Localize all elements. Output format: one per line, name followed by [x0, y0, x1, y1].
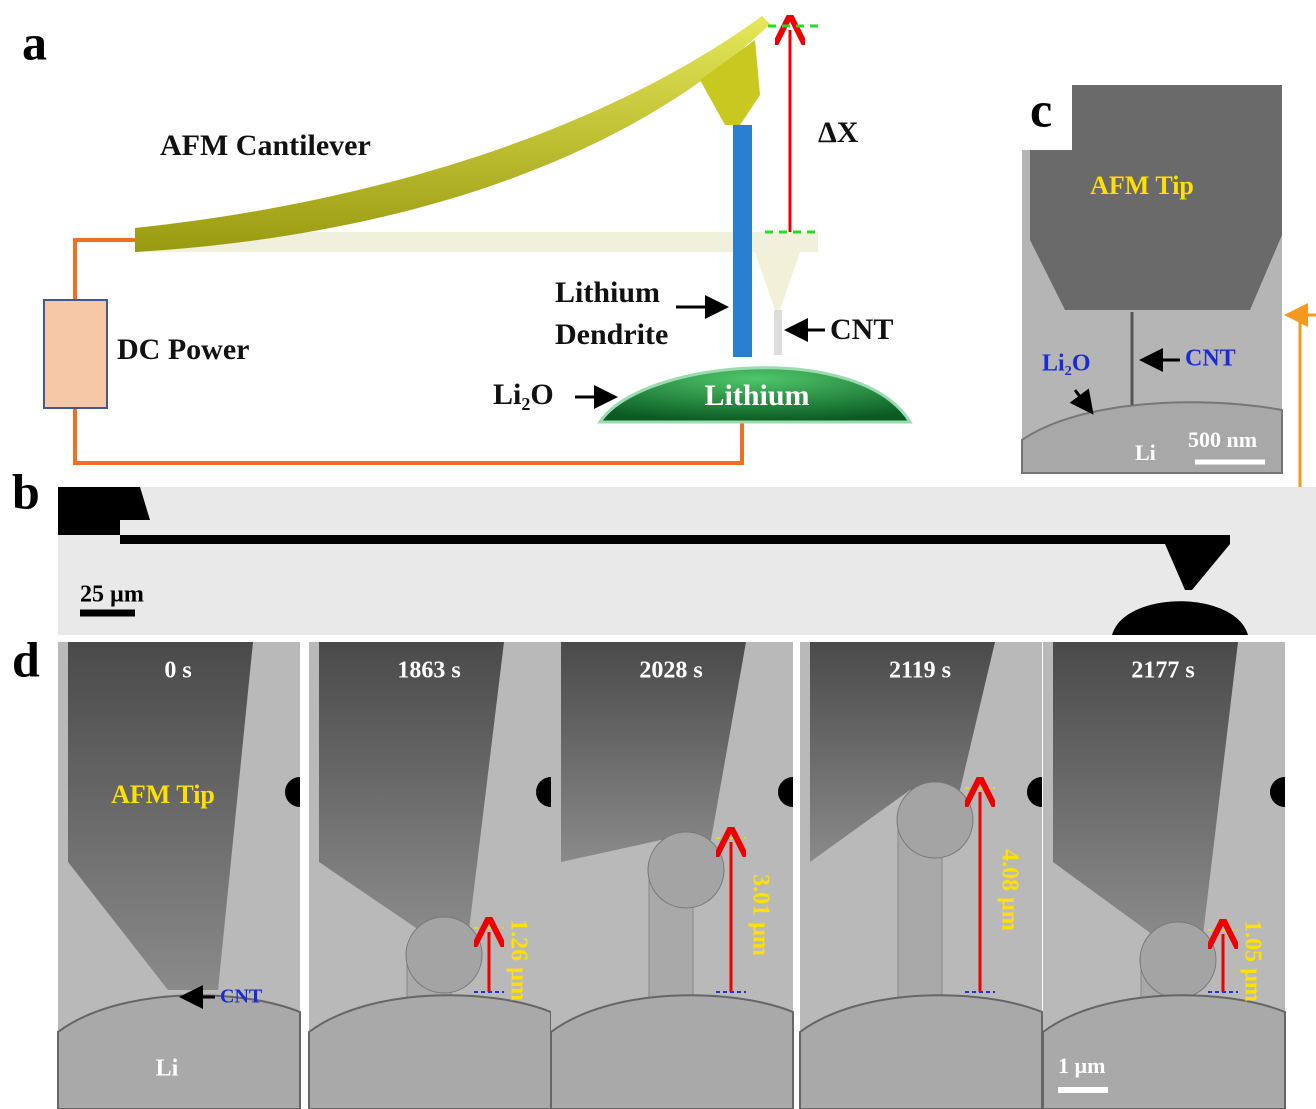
label: AFM Cantilever: [160, 129, 371, 162]
dendrite-head: [648, 832, 724, 908]
cantilever: [120, 535, 1230, 544]
scale-label: 25 µm: [80, 582, 144, 608]
time-label: 2028 s: [639, 658, 702, 684]
label: Dendrite: [555, 318, 668, 351]
time-label: 1863 s: [397, 658, 460, 684]
dc-power-box: [44, 300, 107, 408]
scale-label: 1 µm: [1058, 1053, 1106, 1078]
panel-a: a AFM Cantilever ΔX Lithium Dendrite CNT…: [22, 14, 910, 463]
label: CNT: [830, 313, 893, 346]
dendrite-head: [406, 917, 482, 993]
label: DC Power: [117, 333, 249, 366]
panel-b: b 25 µm: [12, 463, 1316, 635]
dendrite-head: [1140, 922, 1216, 998]
label: CNT: [1185, 346, 1236, 372]
growth-label: 1.05 µm: [1239, 920, 1265, 1002]
rest-tip: [755, 252, 800, 310]
time-label: 2119 s: [889, 658, 951, 684]
panel-label: a: [22, 14, 47, 70]
label: Lithium: [704, 379, 809, 412]
li-surface: [800, 995, 1042, 1109]
li-surface: [58, 995, 300, 1109]
li-surface: [309, 995, 551, 1109]
panel-label: c: [1030, 81, 1052, 137]
dendrite-head: [897, 782, 973, 858]
label: Li: [156, 1056, 179, 1082]
growth-label: 1.26 µm: [505, 919, 531, 1001]
cnt-rest: [774, 310, 782, 355]
panel-d: d 0 s 1863 s 1.26 µm 2028 s 3.01 µm 2119 s 4.0…: [12, 631, 1285, 1109]
micrograph: [58, 487, 1316, 635]
label: Lithium: [555, 276, 660, 309]
growth-label: 3.01 µm: [747, 874, 773, 956]
li-surface: [551, 995, 793, 1109]
label: CNT: [220, 986, 263, 1008]
label: AFM Tip: [111, 780, 215, 809]
label: Li₂O: [1042, 351, 1091, 377]
time-label: 2177 s: [1131, 658, 1194, 684]
time-label: 0 s: [164, 658, 191, 684]
label: Li₂O: [493, 378, 554, 411]
label: AFM Tip: [1090, 171, 1194, 200]
scale-label: 500 nm: [1188, 427, 1257, 452]
label: ΔX: [818, 116, 859, 149]
panel-label: b: [12, 463, 40, 519]
figure: a AFM Cantilever ΔX Lithium Dendrite CNT…: [0, 0, 1316, 1109]
dendrite: [733, 125, 752, 357]
label: Li: [1135, 440, 1156, 465]
panel-label: d: [12, 631, 40, 687]
growth-label: 4.08 µm: [996, 849, 1022, 931]
